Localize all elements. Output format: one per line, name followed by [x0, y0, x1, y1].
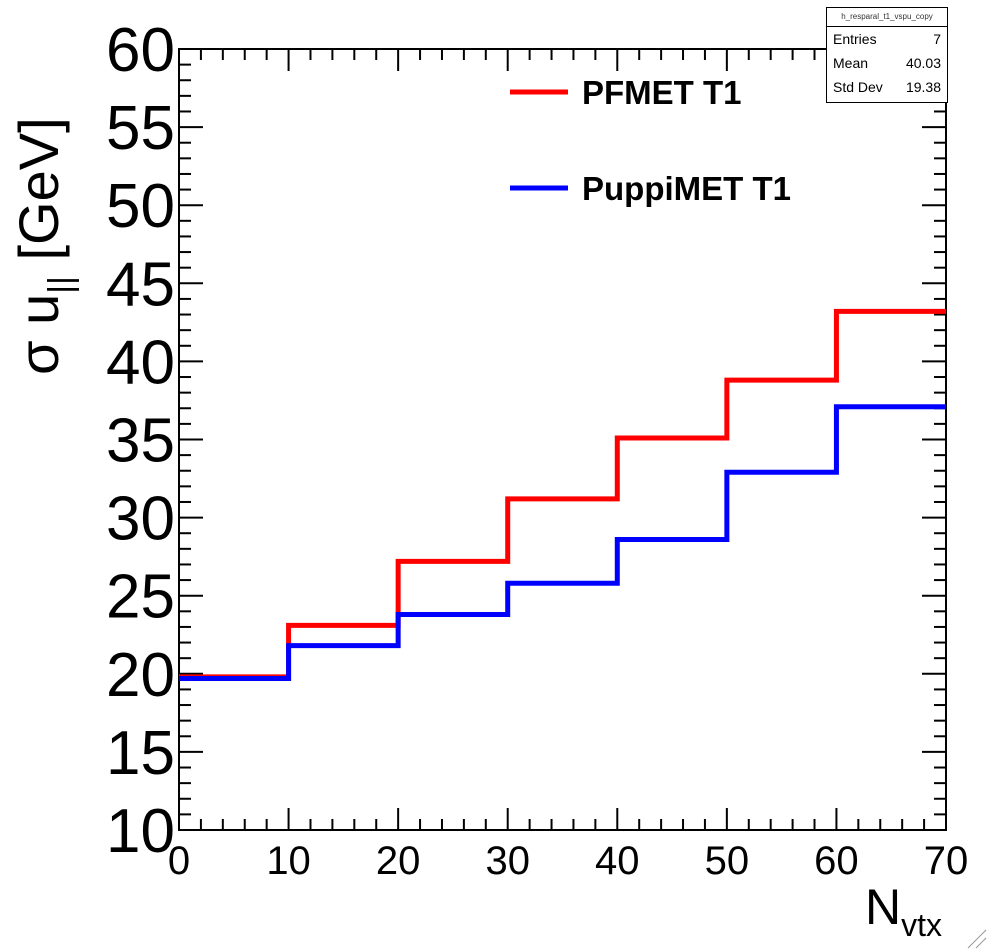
x-tick-label: 0: [168, 839, 190, 883]
stats-label: Std Dev: [833, 79, 883, 95]
legend-label-1: PuppiMET T1: [582, 170, 791, 207]
x-axis-label: Nvtx: [865, 879, 942, 943]
y-tick-label: 60: [106, 16, 175, 85]
stats-box: h_resparal_t1_vspu_copy Entries 7 Mean 40.…: [826, 7, 948, 103]
stats-value: 7: [933, 31, 941, 47]
stats-label: Mean: [833, 55, 869, 71]
x-tick-label: 10: [266, 839, 311, 883]
y-tick-label: 15: [106, 719, 175, 788]
resize-grip-icon: [967, 929, 987, 949]
legend-label-0: PFMET T1: [582, 74, 742, 111]
stats-title: h_resparal_t1_vspu_copy: [827, 8, 947, 27]
y-tick-label: 20: [106, 641, 175, 710]
y-axis-label: σ u|| [GeV]: [7, 117, 80, 375]
series-0-line: [179, 308, 946, 680]
stats-value: 40.03: [905, 55, 941, 71]
stats-row-mean: Mean 40.03: [827, 51, 947, 75]
y-tick-label: 55: [106, 94, 175, 163]
stats-value: 19.38: [905, 79, 941, 95]
y-tick-label: 30: [106, 485, 175, 554]
stats-label: Entries: [833, 31, 877, 47]
stats-row-entries: Entries 7: [827, 27, 947, 51]
y-tick-label: 40: [106, 328, 175, 397]
x-tick-label: 30: [485, 839, 530, 883]
series-1-line: [179, 404, 946, 681]
x-tick-label: 70: [924, 839, 969, 883]
x-tick-label: 50: [705, 839, 750, 883]
stats-row-stddev: Std Dev 19.38: [827, 75, 947, 99]
y-tick-label: 50: [106, 172, 175, 241]
y-tick-label: 45: [106, 250, 175, 319]
x-tick-label: 40: [595, 839, 640, 883]
y-tick-label: 25: [106, 563, 175, 632]
plot-frame: [178, 48, 947, 831]
x-tick-label: 20: [376, 839, 421, 883]
y-tick-label: 10: [106, 797, 175, 866]
x-tick-label: 60: [814, 839, 859, 883]
y-tick-label: 35: [106, 407, 175, 476]
